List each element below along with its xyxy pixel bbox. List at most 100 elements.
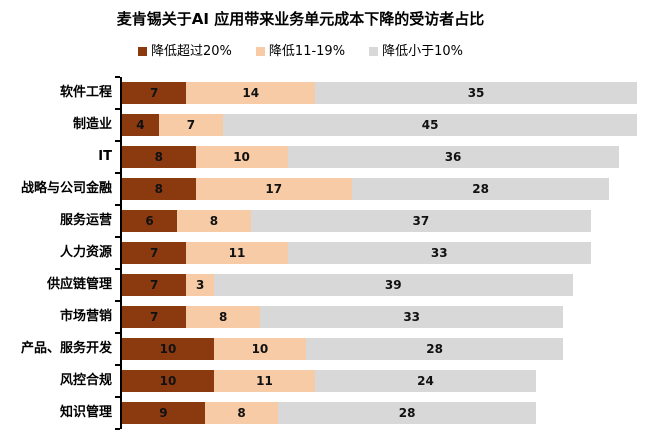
bar-value-label: 7 (150, 246, 159, 260)
bar-track: 4 7 45 (115, 108, 637, 141)
category-label: 人力资源 (59, 245, 112, 260)
bar-segment: 7 (122, 274, 187, 296)
bar-value-label: 7 (150, 310, 159, 324)
bar-value-label: 10 (233, 150, 250, 164)
bar-segment: 8 (204, 402, 279, 424)
bar-segment: 11 (213, 370, 316, 392)
bar-track: 10 11 24 (115, 364, 637, 397)
category-label: 制造业 (72, 117, 112, 132)
bar-value-label: 10 (159, 342, 177, 356)
bar-row: 战略与公司金融 8 17 28 (0, 172, 637, 205)
bar-value-label: 28 (398, 406, 416, 420)
category-label: 知识管理 (59, 405, 112, 420)
bar-value-label: 8 (209, 214, 219, 228)
bar-row: 供应链管理 7 3 39 (0, 268, 637, 301)
category-label: 产品、服务开发 (20, 341, 112, 356)
legend-swatch-icon (255, 47, 265, 56)
bar-track: 7 11 33 (115, 236, 637, 269)
bar-row: IT 8 10 36 (0, 140, 637, 173)
bar-value-label: 8 (218, 310, 228, 324)
bar-segment: 8 (177, 210, 251, 232)
category-label: 风控合规 (59, 373, 112, 388)
legend-swatch-icon (369, 47, 379, 56)
category-label: 战略与公司金融 (20, 181, 112, 196)
bar-value-label: 3 (195, 278, 205, 292)
bar-row: 产品、服务开发 10 10 28 (0, 332, 637, 365)
bar-value-label: 37 (412, 214, 430, 228)
bar-segment: 8 (122, 146, 196, 168)
bar-segment: 8 (122, 178, 196, 200)
bar-track: 8 10 36 (115, 140, 637, 173)
chart-plot-area: 软件工程 7 14 35 制造业 4 7 45 IT 8 10 36 战略与公司金融 8 17 28 服务运营 6… (0, 76, 649, 430)
bar-segment: 28 (351, 178, 610, 200)
legend-item: 降低11-19% (255, 44, 346, 59)
bar-segment: 7 (122, 82, 187, 104)
bar-value-label: 11 (256, 374, 273, 388)
bar-value-label: 8 (154, 150, 163, 164)
bar-row: 知识管理 9 8 28 (0, 396, 637, 430)
bar-segment: 10 (122, 338, 214, 360)
bar-value-label: 7 (186, 118, 196, 132)
bar-value-label: 7 (150, 86, 159, 100)
bar-segment: 14 (186, 82, 316, 104)
category-label: 软件工程 (59, 85, 112, 100)
legend-label: 降低小于10% (382, 44, 463, 59)
bar-track: 7 8 33 (115, 300, 637, 333)
bar-value-label: 10 (159, 374, 177, 388)
bar-segment: 33 (259, 306, 564, 328)
bar-track: 8 17 28 (115, 172, 637, 205)
bar-segment: 10 (195, 146, 288, 168)
bar-value-label: 28 (426, 342, 443, 356)
bar-segment: 24 (315, 370, 536, 392)
legend-item: 降低小于10% (369, 44, 463, 59)
bar-row: 人力资源 7 11 33 (0, 236, 637, 269)
legend-item: 降低超过20% (138, 44, 232, 59)
bar-value-label: 6 (145, 214, 154, 228)
bar-row: 制造业 4 7 45 (0, 108, 637, 141)
bar-value-label: 8 (154, 182, 163, 196)
legend: 降低超过20% 降低11-19% 降低小于10% (0, 44, 601, 59)
bar-value-label: 35 (467, 86, 485, 100)
bar-value-label: 10 (251, 342, 269, 356)
bar-value-label: 4 (136, 118, 145, 132)
bar-segment: 37 (250, 210, 591, 232)
category-label: 服务运营 (59, 213, 112, 228)
bar-segment: 33 (287, 242, 591, 264)
bar-row: 风控合规 10 11 24 (0, 364, 637, 397)
bar-segment: 35 (315, 82, 637, 104)
bar-segment: 28 (305, 338, 564, 360)
bar-value-label: 7 (150, 278, 159, 292)
bar-row: 软件工程 7 14 35 (0, 76, 637, 109)
bar-segment: 11 (186, 242, 288, 264)
bar-segment: 36 (287, 146, 619, 168)
bar-segment: 7 (122, 306, 187, 328)
bar-row: 服务运营 6 8 37 (0, 204, 637, 237)
bar-segment: 10 (213, 338, 306, 360)
bar-segment: 7 (122, 242, 187, 264)
bar-value-label: 45 (421, 118, 439, 132)
bar-value-label: 39 (384, 278, 402, 292)
bar-segment: 17 (195, 178, 352, 200)
chart-title: 麦肯锡关于AI 应用带来业务单元成本下降的受访者占比 (116, 10, 485, 28)
bar-segment: 6 (122, 210, 178, 232)
bar-value-label: 14 (242, 86, 260, 100)
bar-track: 9 8 28 (115, 396, 637, 430)
bar-segment: 28 (278, 402, 536, 424)
bar-value-label: 9 (159, 406, 168, 420)
bar-value-label: 8 (237, 406, 246, 420)
bar-value-label: 17 (265, 182, 283, 196)
bar-value-label: 36 (444, 150, 462, 164)
bar-track: 10 10 28 (115, 332, 637, 365)
bar-segment: 8 (186, 306, 260, 328)
bar-value-label: 11 (228, 246, 246, 260)
bar-segment: 10 (122, 370, 214, 392)
category-label: 供应链管理 (46, 277, 112, 292)
legend-label: 降低11-19% (268, 44, 346, 59)
category-label: IT (98, 149, 112, 164)
bar-segment: 45 (223, 114, 637, 136)
legend-swatch-icon (138, 47, 148, 56)
legend-label: 降低超过20% (151, 44, 232, 59)
bar-segment: 39 (213, 274, 573, 296)
bar-value-label: 28 (472, 182, 489, 196)
